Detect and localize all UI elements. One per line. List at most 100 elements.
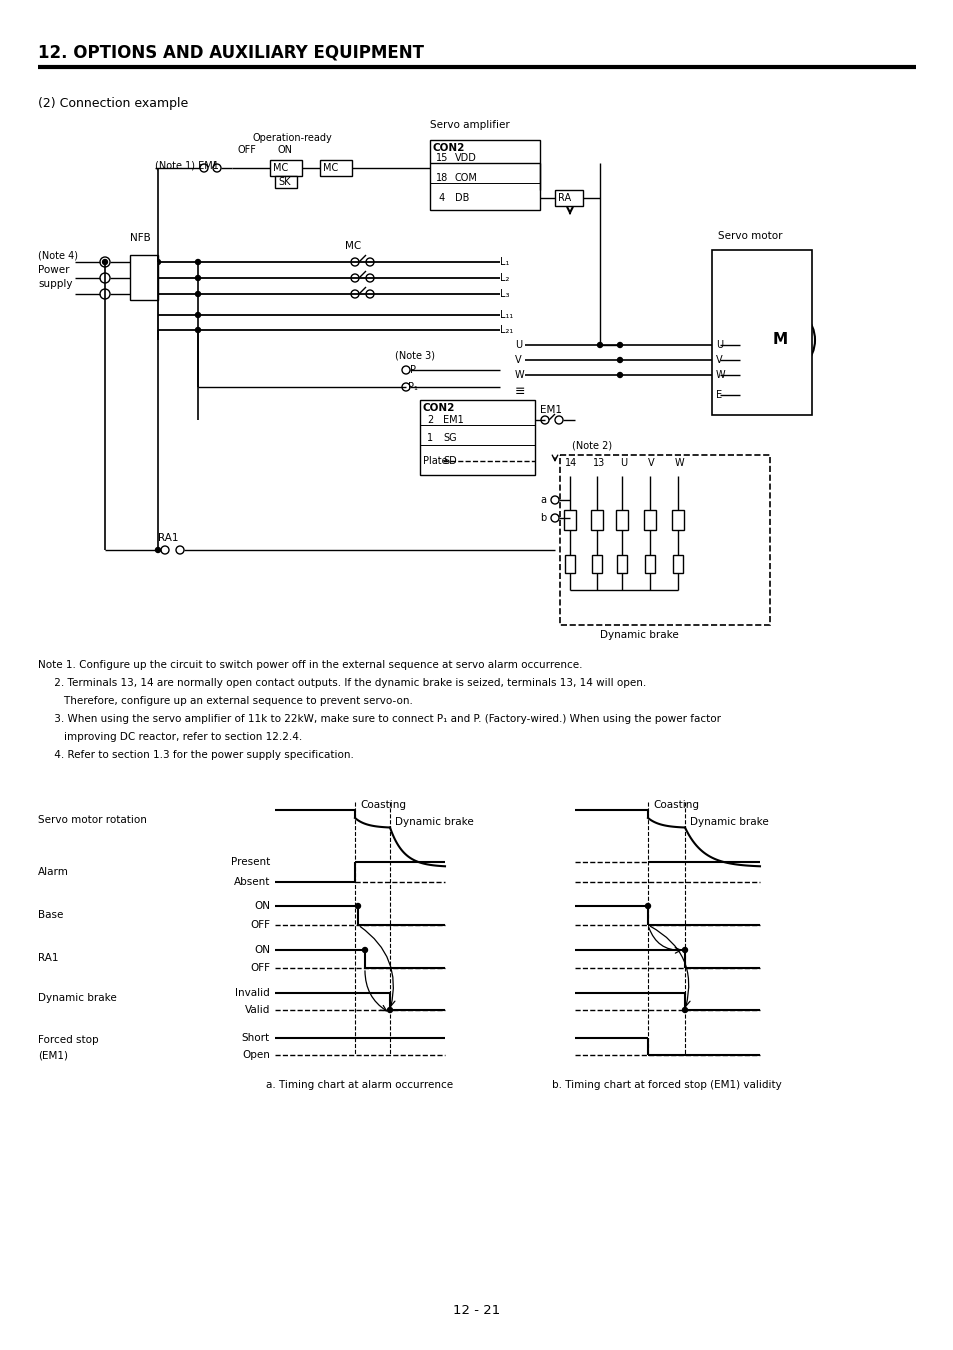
Text: U: U [619,458,626,468]
Text: MC: MC [323,163,338,173]
Circle shape [195,292,200,297]
Text: (EM1): (EM1) [38,1050,68,1060]
Text: supply: supply [38,279,72,289]
FancyBboxPatch shape [559,455,769,625]
Text: NFB: NFB [130,234,151,243]
Text: 12 - 21: 12 - 21 [453,1304,500,1316]
Circle shape [401,366,410,374]
Text: OFF: OFF [237,144,256,155]
Text: Valid: Valid [244,1004,270,1015]
FancyBboxPatch shape [644,555,655,572]
Circle shape [355,903,360,909]
Circle shape [727,343,732,347]
Text: 13: 13 [593,458,604,468]
Circle shape [351,290,358,298]
FancyBboxPatch shape [270,161,302,176]
FancyBboxPatch shape [617,555,626,572]
Text: 2: 2 [427,414,433,425]
Text: b: b [539,513,546,522]
Text: ON: ON [253,945,270,954]
Text: a. Timing chart at alarm occurrence: a. Timing chart at alarm occurrence [266,1080,453,1089]
Text: L₃: L₃ [499,289,509,298]
Circle shape [100,256,110,267]
Text: Open: Open [242,1050,270,1060]
Text: U: U [716,340,722,350]
Circle shape [744,305,814,375]
Text: (Note 4): (Note 4) [38,250,78,261]
Text: SK: SK [277,177,291,188]
Circle shape [681,948,687,953]
Circle shape [195,328,200,332]
Text: Servo amplifier: Servo amplifier [430,120,509,130]
Text: SD: SD [442,456,456,466]
Text: OFF: OFF [250,963,270,973]
Text: RA1: RA1 [38,953,58,963]
Text: RA1: RA1 [158,533,178,543]
Text: (Note 1) EM1: (Note 1) EM1 [154,161,218,170]
Text: Dynamic brake: Dynamic brake [689,817,768,828]
Circle shape [366,290,374,298]
Text: Plate: Plate [422,456,447,466]
Circle shape [366,258,374,266]
FancyBboxPatch shape [671,510,683,531]
Text: ≡: ≡ [515,386,525,398]
FancyBboxPatch shape [274,176,296,188]
Circle shape [195,312,200,317]
Text: RA: RA [558,193,571,202]
Text: Invalid: Invalid [235,988,270,998]
Circle shape [617,343,622,347]
Text: b. Timing chart at forced stop (EM1) validity: b. Timing chart at forced stop (EM1) val… [552,1080,781,1089]
Circle shape [195,259,200,265]
Circle shape [351,274,358,282]
Text: U: U [515,340,521,350]
Circle shape [540,416,548,424]
Circle shape [727,358,732,363]
FancyBboxPatch shape [590,510,602,531]
Circle shape [681,1007,687,1012]
Text: MC: MC [273,163,288,173]
Circle shape [597,343,602,347]
Text: ON: ON [253,900,270,911]
Text: Operation-ready: Operation-ready [253,134,333,143]
Text: Present: Present [231,857,270,867]
FancyBboxPatch shape [130,255,158,300]
Text: improving DC reactor, refer to section 12.2.4.: improving DC reactor, refer to section 1… [38,732,302,742]
Text: Therefore, configure up an external sequence to prevent servo-on.: Therefore, configure up an external sequ… [38,697,413,706]
Text: W: W [515,370,524,379]
Text: a: a [539,495,545,505]
FancyBboxPatch shape [616,510,627,531]
Text: DB: DB [455,193,469,202]
Circle shape [675,587,679,593]
Text: W: W [675,458,684,468]
Text: L₂: L₂ [499,273,509,284]
Text: E: E [716,390,721,400]
Circle shape [362,948,367,953]
Text: L₂₁: L₂₁ [499,325,513,335]
Text: 18: 18 [436,173,448,184]
Text: Alarm: Alarm [38,867,69,878]
Circle shape [727,373,732,378]
Circle shape [567,498,572,502]
Text: CON2: CON2 [433,143,465,153]
Text: V: V [647,458,654,468]
Text: (Note 3): (Note 3) [395,350,435,360]
Text: 4. Refer to section 1.3 for the power supply specification.: 4. Refer to section 1.3 for the power su… [38,751,354,760]
Text: 4: 4 [436,193,445,202]
Text: 12. OPTIONS AND AUXILIARY EQUIPMENT: 12. OPTIONS AND AUXILIARY EQUIPMENT [38,43,423,61]
Text: W: W [716,370,725,379]
Text: MC: MC [345,242,361,251]
Text: EM1: EM1 [442,414,463,425]
FancyBboxPatch shape [563,510,576,531]
Text: M: M [772,332,787,347]
FancyBboxPatch shape [711,250,811,414]
Text: Servo motor rotation: Servo motor rotation [38,815,147,825]
Circle shape [155,548,160,552]
Circle shape [618,468,625,477]
Text: ON: ON [277,144,293,155]
Text: Coasting: Coasting [652,801,699,810]
Text: Dynamic brake: Dynamic brake [395,817,474,828]
Circle shape [401,383,410,392]
Text: Power: Power [38,265,70,275]
Text: COM: COM [455,173,477,184]
Text: OFF: OFF [250,919,270,930]
